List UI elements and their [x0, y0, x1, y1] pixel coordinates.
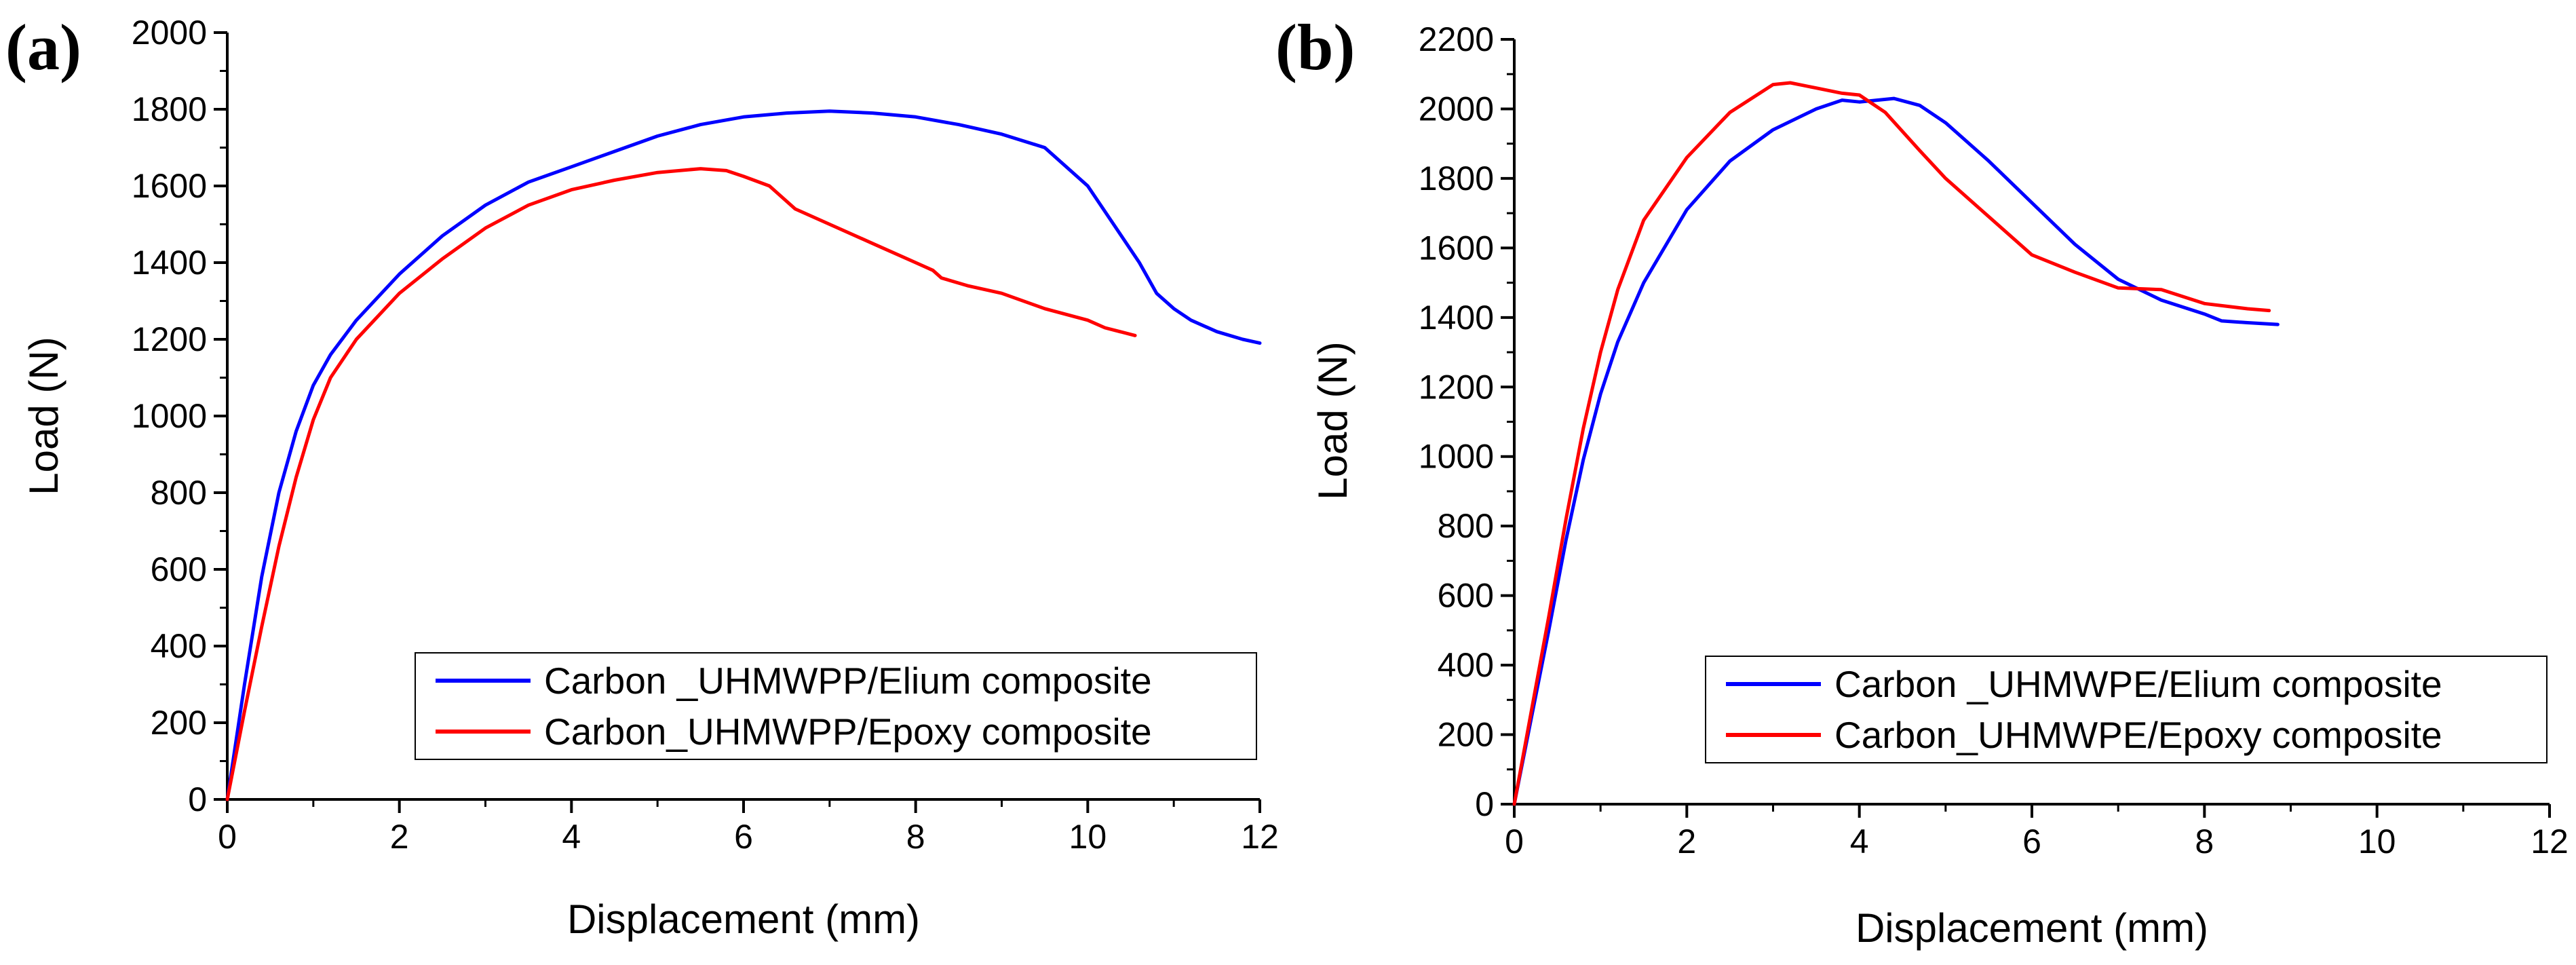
x-tick-label: 12: [1241, 818, 1279, 856]
y-tick-label: 2200: [1419, 20, 1494, 58]
y-tick-label: 1400: [1419, 299, 1494, 337]
legend-label-elium: Carbon _UHMWPP/Elium composite: [544, 660, 1152, 702]
panel-label-b: (b): [1275, 11, 1355, 83]
panel-b: (b) 0 2 4 6 8 10 12 0 200 400 600 800 1000 1200 1400 1…: [1275, 11, 2569, 951]
y-tick-label: 400: [1438, 646, 1494, 684]
y-tick-label: 400: [151, 627, 207, 665]
y-tick-label: 1600: [132, 167, 207, 205]
x-tick-label: 0: [1505, 822, 1524, 860]
y-tick-label: 1800: [132, 90, 207, 128]
y-ticks: 0 200 400 600 800 1000 1200 1400 1600 1800 2000: [132, 14, 227, 818]
x-tick-label: 8: [2195, 822, 2214, 860]
y-tick-label: 1800: [1419, 159, 1494, 197]
y-tick-label: 800: [1438, 507, 1494, 545]
series-line-elium: [1512, 96, 2280, 806]
y-tick-label: 1600: [1419, 229, 1494, 267]
x-tick-label: 6: [2022, 822, 2041, 860]
x-axis-title: Displacement (mm): [1856, 905, 2208, 951]
y-tick-label: 1200: [132, 320, 207, 358]
legend-label-epoxy: Carbon_UHMWPP/Epoxy composite: [544, 711, 1152, 753]
x-ticks: 0 2 4 6 8 10 12: [218, 799, 1279, 856]
legend-box: [415, 652, 1257, 760]
y-tick-label: 1400: [132, 244, 207, 282]
series-line-elium: [225, 109, 1262, 801]
y-tick-label: 1000: [132, 397, 207, 435]
y-tick-label: 0: [1475, 785, 1494, 823]
panel-label-a: (a): [5, 11, 81, 83]
y-tick-label: 200: [151, 704, 207, 742]
legend-box: [1705, 656, 2548, 763]
x-tick-label: 6: [734, 818, 753, 856]
y-tick-label: 2000: [132, 14, 207, 52]
x-tick-label: 2: [390, 818, 409, 856]
y-ticks: 0 200 400 600 800 1000 1200 1400 1600 1800 2000 220…: [1419, 20, 1514, 823]
series-line-epoxy: [225, 167, 1137, 801]
panel-a: (a) 0 2 4 6 8 10 12 0 200 400 600 800 1000 1200 1400 1…: [5, 11, 1279, 942]
x-tick-label: 0: [218, 818, 237, 856]
legend-label-epoxy: Carbon_UHMWPE/Epoxy composite: [1834, 714, 2442, 756]
legend-label-elium: Carbon _UHMWPE/Elium composite: [1834, 663, 2442, 705]
series-lines: [1512, 81, 2280, 806]
x-axis-title: Displacement (mm): [567, 896, 920, 942]
y-tick-label: 0: [188, 780, 207, 818]
y-tick-label: 2000: [1419, 90, 1494, 128]
x-tick-label: 8: [906, 818, 925, 856]
legend: Carbon _UHMWPE/Elium composite Carbon_UH…: [1705, 656, 2548, 763]
y-tick-label: 200: [1438, 716, 1494, 754]
x-ticks: 0 2 4 6 8 10 12: [1505, 804, 2569, 860]
y-tick-label: 800: [151, 474, 207, 512]
y-tick-label: 1200: [1419, 368, 1494, 406]
series-lines: [225, 109, 1262, 801]
legend: Carbon _UHMWPP/Elium composite Carbon_UH…: [415, 652, 1257, 760]
x-tick-label: 2: [1677, 822, 1696, 860]
x-tick-label: 4: [1850, 822, 1869, 860]
x-tick-label: 10: [1069, 818, 1107, 856]
x-tick-label: 4: [562, 818, 581, 856]
y-axis-title: Load (N): [21, 337, 66, 495]
series-line-epoxy: [1512, 81, 2271, 806]
y-tick-label: 1000: [1419, 438, 1494, 476]
y-tick-label: 600: [1438, 577, 1494, 615]
y-axis-title: Load (N): [1310, 341, 1356, 499]
x-tick-label: 12: [2531, 822, 2569, 860]
x-tick-label: 10: [2358, 822, 2396, 860]
y-tick-label: 600: [151, 550, 207, 588]
